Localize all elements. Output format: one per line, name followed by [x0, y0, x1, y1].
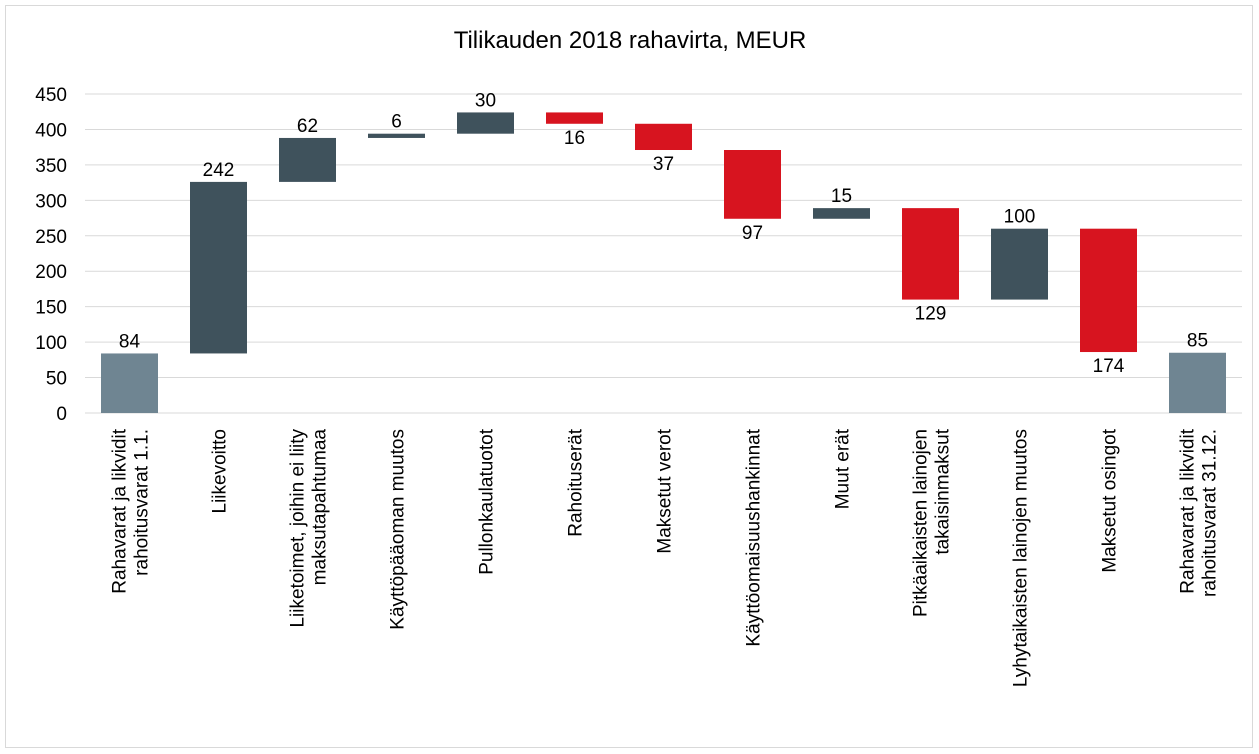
- bar: [279, 137, 336, 182]
- x-tick-label: Rahavarat ja likviditrahoitusvarat 31.12…: [1178, 428, 1221, 597]
- x-tick-label: Muut erät: [833, 428, 854, 509]
- bar: [724, 150, 781, 219]
- bar: [902, 208, 959, 300]
- chart-border: [5, 5, 1253, 748]
- x-tick-label: Käyttöomaisuushankinnat: [744, 428, 765, 646]
- data-label: 97: [742, 223, 763, 244]
- y-tick-label: 450: [35, 85, 67, 106]
- x-tick-label: Käyttöpääoman muutos: [388, 429, 409, 630]
- data-label: 62: [297, 116, 318, 137]
- data-label: 242: [203, 160, 235, 181]
- data-label: 16: [564, 128, 585, 149]
- y-tick-label: 50: [46, 369, 67, 390]
- chart-title: Tilikauden 2018 rahavirta, MEUR: [454, 27, 807, 54]
- y-tick-label: 250: [35, 227, 67, 248]
- x-tick-label: Rahoituserät: [566, 428, 587, 536]
- data-label: 85: [1187, 331, 1208, 352]
- y-tick-label: 0: [56, 404, 67, 425]
- bar: [190, 181, 247, 354]
- x-tick-label: Liiketoimet, joihin ei liitymaksutapahtu…: [288, 429, 331, 628]
- y-tick-label: 200: [35, 262, 67, 283]
- bar: [1080, 228, 1137, 353]
- data-label: 37: [653, 154, 674, 175]
- bar: [546, 112, 603, 124]
- x-tick-label: Liikevoitto: [210, 429, 231, 514]
- bar: [1169, 352, 1226, 413]
- y-tick-label: 150: [35, 298, 67, 319]
- data-label: 30: [475, 90, 496, 111]
- y-tick-label: 100: [35, 333, 67, 354]
- x-tick-label: Lyhytaikaisten lainojen muutos: [1011, 429, 1032, 687]
- y-tick-label: 350: [35, 156, 67, 177]
- data-label: 6: [391, 112, 402, 133]
- data-label: 15: [831, 186, 852, 207]
- data-label: 129: [915, 304, 947, 325]
- x-tick-label: Pitkäaikaisten lainojentakaisinmaksut: [911, 428, 954, 617]
- x-tick-label: Maksetut verot: [655, 428, 676, 553]
- data-label: 84: [119, 331, 141, 352]
- x-tick-label: Rahavarat ja likviditrahoitusvarat 1.1.: [110, 428, 153, 593]
- y-tick-label: 300: [35, 191, 67, 212]
- bar: [101, 353, 158, 413]
- bar: [813, 208, 870, 219]
- bar: [457, 112, 514, 134]
- bar: [635, 123, 692, 151]
- bar: [368, 133, 425, 138]
- x-tick-label: Pullonkaulatuotot: [477, 428, 498, 574]
- data-label: 174: [1093, 356, 1125, 377]
- y-tick-label: 400: [35, 120, 67, 141]
- bar: [991, 228, 1048, 300]
- x-tick-label: Maksetut osingot: [1100, 428, 1121, 572]
- data-label: 100: [1004, 207, 1036, 228]
